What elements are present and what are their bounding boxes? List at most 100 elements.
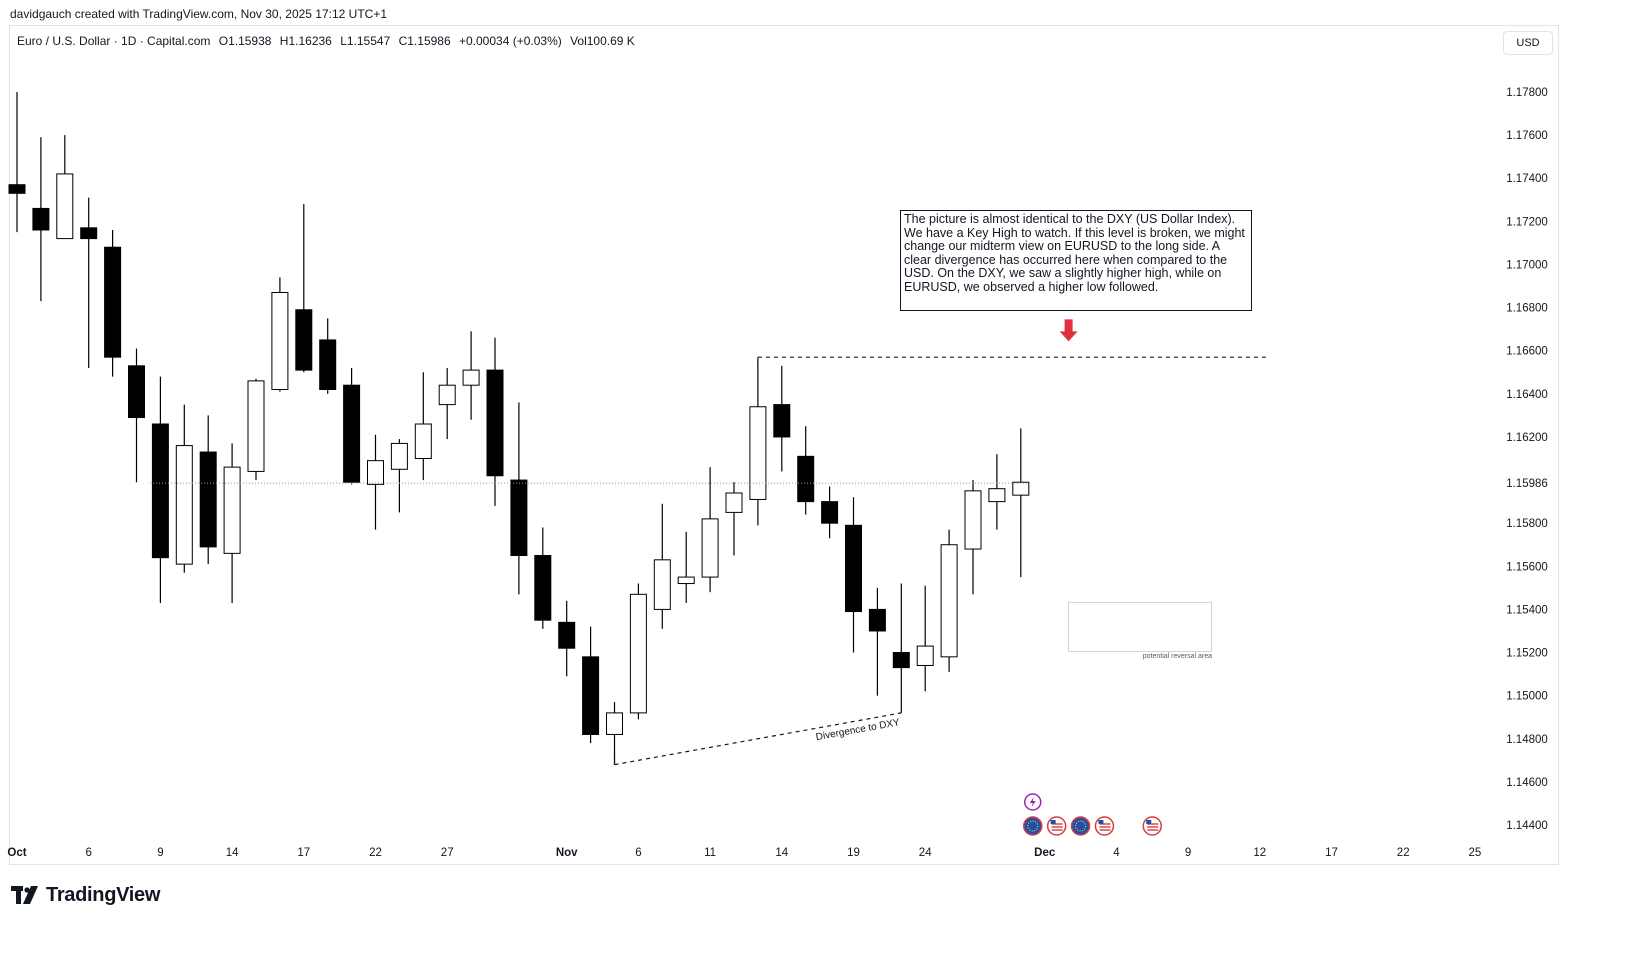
us-flag-canton — [1146, 820, 1152, 824]
us-flag-canton — [1050, 820, 1056, 824]
currency-button[interactable]: USD — [1503, 31, 1553, 55]
price-tick: 1.14400 — [1506, 820, 1548, 832]
date-tick: 17 — [1325, 847, 1338, 859]
bullish-candle — [653, 559, 671, 610]
tradingview-logo: TradingView — [11, 880, 160, 910]
bullish-candle — [1012, 481, 1030, 496]
price-tick: 1.15400 — [1506, 604, 1548, 616]
bullish-candle — [749, 406, 767, 500]
down-arrow-icon — [1059, 319, 1078, 342]
bullish-candle — [367, 460, 384, 485]
bearish-candle — [319, 339, 337, 391]
date-tick: 24 — [919, 847, 932, 859]
bearish-candle — [821, 501, 839, 524]
bullish-candle — [414, 423, 432, 460]
date-tick: 6 — [635, 847, 641, 859]
chart-frame — [9, 25, 1559, 865]
bearish-candle — [486, 369, 504, 477]
price-tick: 1.17200 — [1506, 216, 1548, 228]
price-tick: 1.14600 — [1506, 777, 1548, 789]
bearish-candle — [582, 656, 600, 735]
bearish-candle — [534, 555, 552, 621]
us-flag-icon — [1142, 816, 1162, 836]
bullish-candle — [916, 645, 934, 666]
bullish-candle — [629, 593, 647, 714]
symbol-label[interactable]: Euro / U.S. Dollar · 1D · Capital.com — [17, 34, 211, 48]
bullish-candle — [247, 380, 265, 472]
bullish-candle — [701, 518, 719, 578]
date-tick: 4 — [1113, 847, 1120, 859]
analysis-note[interactable]: The picture is almost identical to the D… — [900, 210, 1252, 311]
bullish-candle — [271, 291, 289, 391]
price-tick: 1.15800 — [1506, 518, 1548, 530]
bullish-candle — [964, 490, 982, 550]
date-tick: 22 — [1397, 847, 1410, 859]
price-tick: 1.16600 — [1506, 346, 1548, 358]
bearish-candle — [32, 207, 50, 231]
price-tick: 1.16400 — [1506, 389, 1548, 401]
bullish-candle — [725, 492, 743, 513]
bearish-candle — [343, 384, 361, 483]
divergence-label: Divergence to DXY — [815, 717, 901, 743]
price-tick: 1.17400 — [1506, 173, 1548, 185]
eu-flag-stars — [1074, 820, 1087, 832]
date-tick: 6 — [85, 847, 91, 859]
date-tick: 9 — [157, 847, 163, 859]
month-tick: Dec — [1034, 847, 1056, 859]
bearish-candle — [8, 184, 26, 194]
date-tick: 12 — [1253, 847, 1266, 859]
price-tick: 1.15000 — [1506, 691, 1548, 703]
bearish-candle — [128, 365, 145, 419]
price-tick: 1.17800 — [1506, 87, 1548, 99]
bullish-candle — [988, 488, 1006, 503]
month-tick: Nov — [556, 847, 578, 859]
date-tick: 17 — [297, 847, 310, 859]
eu-flag-stars — [1027, 820, 1039, 832]
date-tick: 25 — [1469, 847, 1482, 859]
bullish-candle — [940, 544, 958, 658]
bullish-candle — [677, 576, 695, 585]
bearish-candle — [80, 227, 98, 240]
bullish-candle — [175, 445, 193, 565]
bearish-candle — [868, 608, 886, 632]
date-tick: 27 — [441, 847, 454, 859]
last-price-tick: 1.15986 — [1506, 478, 1548, 490]
reversal-zone-rectangle[interactable] — [1068, 602, 1212, 652]
bearish-candle — [510, 479, 528, 557]
price-tick: 1.14800 — [1506, 734, 1548, 746]
tradingview-logo-icon — [11, 886, 38, 904]
ohlc-legend: Euro / U.S. Dollar · 1D · Capital.com O1… — [17, 34, 640, 48]
divergence-trendline — [614, 712, 902, 766]
bearish-candle — [295, 309, 313, 371]
eu-flag-icon — [1070, 816, 1091, 836]
bearish-candle — [892, 652, 910, 669]
bullish-candle — [56, 173, 74, 240]
us-flag-icon — [1046, 816, 1067, 836]
bearish-candle — [845, 524, 862, 613]
date-tick: 14 — [775, 847, 788, 859]
bearish-candle — [199, 451, 217, 548]
bullish-candle — [462, 369, 480, 386]
price-tick: 1.15200 — [1506, 648, 1548, 660]
bullish-candle — [390, 442, 408, 470]
change-value: +0.00034 (+0.03%) — [458, 34, 562, 48]
open-value: O1.15938 — [218, 34, 272, 48]
bearish-candle — [558, 621, 576, 649]
date-tick: 19 — [847, 847, 860, 859]
brand-name: TradingView — [46, 883, 161, 906]
price-tick: 1.16200 — [1506, 432, 1548, 444]
date-tick: 22 — [369, 847, 382, 859]
us-flag-icon — [1094, 816, 1115, 836]
low-value: L1.15547 — [340, 34, 391, 48]
volume-value: Vol100.69 K — [570, 34, 635, 48]
date-tick: 14 — [226, 847, 239, 859]
high-value: H1.16236 — [279, 34, 332, 48]
eu-flag-icon — [1023, 816, 1043, 836]
bullish-candle — [438, 384, 456, 406]
price-tick: 1.17000 — [1506, 259, 1548, 271]
bearish-candle — [797, 455, 815, 503]
us-flag-canton — [1098, 820, 1104, 824]
chart-caption: davidgauch created with TradingView.com,… — [10, 7, 388, 21]
price-tick: 1.15600 — [1506, 561, 1548, 573]
